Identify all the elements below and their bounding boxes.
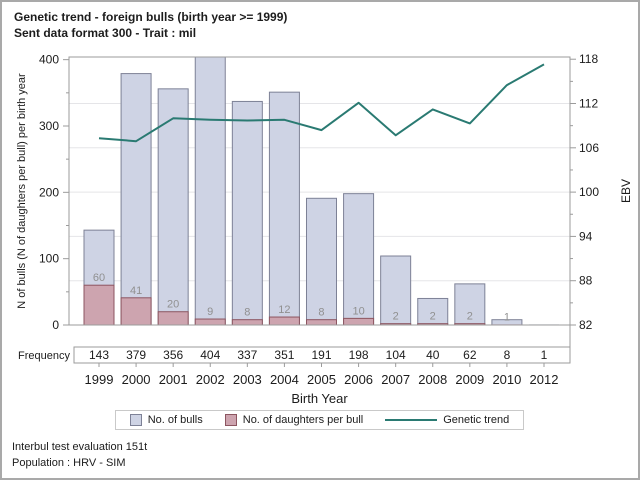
- frequency-value: 40: [426, 348, 440, 362]
- bar-no-of-bulls: [417, 297, 449, 326]
- bar-value-label: 1: [504, 311, 510, 323]
- y-tick-label-right: 112: [579, 97, 598, 111]
- x-tick-label: 2012: [530, 372, 559, 387]
- bar-no-of-bulls: [157, 88, 189, 326]
- frequency-value: 8: [504, 348, 511, 362]
- y-tick-label-right: 106: [579, 141, 599, 155]
- y-tick-label-right: 118: [579, 52, 598, 66]
- daughters-swatch-icon: [224, 414, 237, 426]
- bar-no-of-bulls: [231, 100, 263, 326]
- y-axis-title-left: N of bulls (N of daughters per bull) per…: [16, 73, 28, 309]
- plot-frame: [68, 56, 571, 326]
- frequency-value: 337: [237, 348, 257, 362]
- x-tick-label: 2004: [270, 372, 299, 387]
- bar-value-label: 41: [130, 285, 142, 297]
- y-tick-label-left: 0: [52, 318, 59, 332]
- x-tick-label: 2009: [455, 372, 484, 387]
- chart-title-line1: Genetic trend - foreign bulls (birth yea…: [14, 10, 288, 24]
- genetic-trend-line: [98, 63, 545, 143]
- trend-line-swatch-icon: [385, 419, 438, 421]
- bar-no-of-bulls: [343, 193, 375, 326]
- bar-daughters-per-bull: [343, 317, 375, 326]
- bar-daughters-per-bull: [120, 297, 152, 326]
- bar-no-of-bulls: [194, 56, 226, 326]
- bulls-swatch-icon: [129, 414, 142, 426]
- frequency-value: 356: [163, 348, 183, 362]
- x-tick-label: 2010: [492, 372, 521, 387]
- x-tick-label: 2000: [122, 372, 151, 387]
- y-tick-label-left: 100: [39, 252, 59, 266]
- bar-value-label: 12: [278, 304, 290, 316]
- x-tick-label: 2002: [196, 372, 225, 387]
- legend-label-daughters-per-bull: No. of daughters per bull: [242, 414, 364, 426]
- legend-label-genetic-trend: Genetic trend: [443, 414, 510, 426]
- bar-no-of-bulls: [120, 73, 152, 326]
- bar-daughters-per-bull: [305, 319, 337, 326]
- bar-value-label: 2: [393, 311, 399, 323]
- footnote-population: Population : HRV - SIM: [12, 457, 126, 469]
- y-tick-label-left: 200: [39, 185, 59, 199]
- frequency-value: 191: [311, 348, 331, 362]
- legend-box: No. of bulls No. of daughters per bull G…: [114, 410, 525, 430]
- footnote-evaluation: Interbul test evaluation 151t: [12, 441, 148, 453]
- bar-daughters-per-bull: [231, 319, 263, 326]
- frequency-value: 62: [463, 348, 477, 362]
- y-tick-label-right: 94: [579, 229, 593, 243]
- frequency-value: 143: [89, 348, 109, 362]
- x-tick-label: 2005: [307, 372, 336, 387]
- y-tick-label-right: 88: [579, 274, 593, 288]
- bar-no-of-bulls: [380, 255, 412, 326]
- frequency-row-label: Frequency: [18, 350, 70, 362]
- frequency-value: 104: [386, 348, 406, 362]
- bar-daughters-per-bull: [83, 284, 115, 326]
- legend-item-no-of-bulls: No. of bulls: [129, 414, 203, 426]
- x-tick-label: 2001: [159, 372, 188, 387]
- legend-item-genetic-trend: Genetic trend: [385, 414, 509, 426]
- x-tick-label: 2003: [233, 372, 262, 387]
- y-tick-label-left: 300: [39, 119, 59, 133]
- bar-no-of-bulls: [305, 197, 337, 326]
- bar-value-label: 60: [93, 272, 105, 284]
- x-axis-title: Birth Year: [291, 391, 348, 406]
- frequency-table-box: [73, 346, 571, 364]
- bar-daughters-per-bull: [268, 316, 300, 326]
- chart-title-line2: Sent data format 300 - Trait : mil: [14, 26, 197, 40]
- legend: No. of bulls No. of daughters per bull G…: [69, 410, 570, 430]
- x-tick-label: 2006: [344, 372, 373, 387]
- y-tick-label-right: 100: [579, 185, 599, 199]
- bar-daughters-per-bull: [194, 318, 226, 326]
- bar-value-label: 2: [430, 311, 436, 323]
- x-tick-label: 1999: [85, 372, 114, 387]
- bar-no-of-bulls: [454, 283, 486, 326]
- bar-daughters-per-bull: [157, 311, 189, 326]
- bar-value-label: 9: [207, 306, 213, 318]
- y-tick-label-right: 82: [579, 318, 593, 332]
- bar-value-label: 20: [167, 299, 179, 311]
- frequency-value: 404: [200, 348, 220, 362]
- frequency-value: 198: [349, 348, 369, 362]
- x-tick-label: 2007: [381, 372, 410, 387]
- legend-item-daughters-per-bull: No. of daughters per bull: [224, 414, 364, 426]
- frequency-value: 1: [541, 348, 548, 362]
- bar-value-label: 8: [244, 307, 250, 319]
- bar-value-label: 2: [467, 311, 473, 323]
- frequency-value: 379: [126, 348, 146, 362]
- bar-no-of-bulls: [268, 91, 300, 326]
- frequency-value: 351: [274, 348, 294, 362]
- y-axis-title-right: EBV: [619, 179, 633, 203]
- bar-value-label: 10: [352, 305, 364, 317]
- legend-label-no-of-bulls: No. of bulls: [147, 414, 203, 426]
- y-tick-label-left: 400: [39, 53, 59, 67]
- x-tick-label: 2008: [418, 372, 447, 387]
- bar-value-label: 8: [318, 307, 324, 319]
